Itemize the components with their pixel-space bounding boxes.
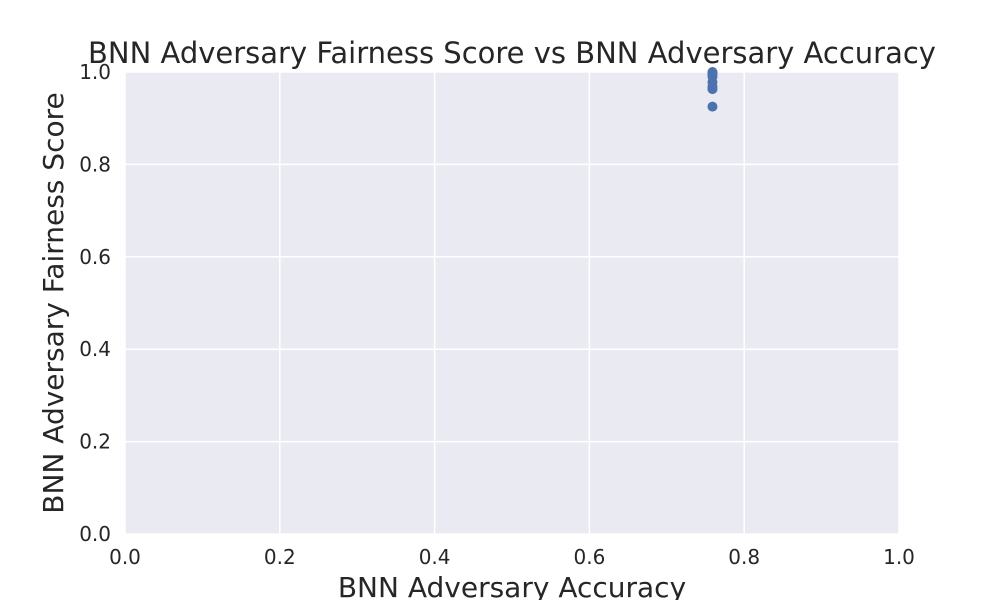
x-tick-label: 0.6 (573, 545, 605, 569)
y-axis-title: BNN Adversary Fairness Score (37, 92, 70, 513)
data-points (707, 67, 718, 112)
x-tick-labels: 0.0 0.2 0.4 0.6 0.8 1.0 (109, 545, 915, 569)
x-tick-label: 0.2 (264, 545, 296, 569)
x-tick-label: 1.0 (883, 545, 915, 569)
y-tick-label: 1.0 (79, 60, 111, 84)
y-tick-label: 0.2 (79, 430, 111, 454)
data-point (707, 84, 718, 95)
y-tick-label: 0.6 (79, 245, 111, 269)
plot-background (125, 72, 899, 534)
x-tick-label: 0.8 (728, 545, 760, 569)
data-point (707, 101, 718, 112)
x-tick-label: 0.0 (109, 545, 141, 569)
chart-title: BNN Adversary Fairness Score vs BNN Adve… (88, 36, 936, 70)
y-tick-label: 0.8 (79, 152, 111, 176)
y-tick-label: 0.0 (79, 522, 111, 546)
x-axis-title: BNN Adversary Accuracy (338, 571, 686, 600)
y-tick-label: 0.4 (79, 337, 111, 361)
grid-lines (124, 71, 900, 535)
y-tick-labels: 0.0 0.2 0.4 0.6 0.8 1.0 (79, 60, 111, 546)
x-tick-label: 0.4 (419, 545, 451, 569)
